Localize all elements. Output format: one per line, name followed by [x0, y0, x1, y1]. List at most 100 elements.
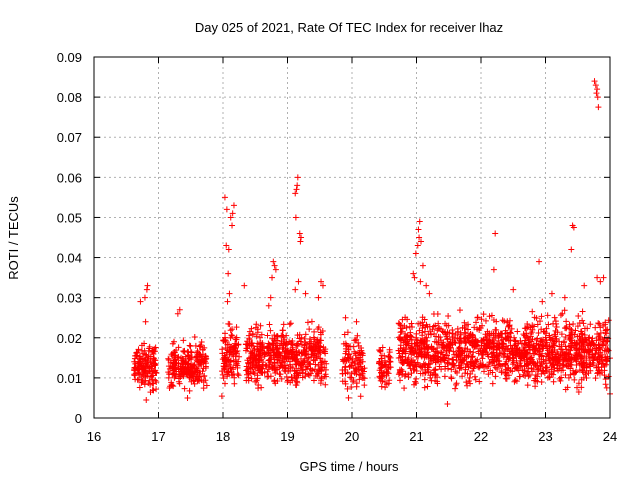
data-point-1109	[351, 369, 358, 376]
data-point-2587	[176, 306, 183, 313]
data-point-2069	[550, 341, 557, 348]
data-point-2468	[546, 334, 553, 341]
data-point-511	[257, 334, 264, 341]
data-point-2634	[426, 290, 433, 297]
data-point-2521	[462, 334, 469, 341]
data-point-1433	[473, 319, 480, 326]
data-point-2629	[416, 218, 423, 225]
data-point-2418	[433, 333, 440, 340]
data-point-1112	[348, 370, 355, 377]
data-point-1907	[459, 373, 466, 380]
data-point-2530	[565, 357, 572, 364]
data-point-595	[323, 373, 330, 380]
data-point-159	[180, 337, 187, 344]
data-point-879	[312, 343, 319, 350]
data-point-366	[196, 351, 203, 358]
data-point-348	[201, 357, 208, 364]
data-point-667	[315, 362, 322, 369]
data-point-2531	[439, 355, 446, 362]
data-point-2585	[143, 396, 150, 403]
data-point-2456	[493, 346, 500, 353]
data-point-1253	[561, 307, 568, 314]
data-point-2415	[598, 354, 605, 361]
data-point-2164	[563, 318, 570, 325]
data-point-928	[279, 346, 286, 353]
data-point-994	[243, 345, 250, 352]
data-point-2408	[449, 327, 456, 334]
data-point-2642	[568, 246, 575, 253]
data-point-2320	[515, 340, 522, 347]
data-point-1479	[472, 376, 479, 383]
data-point-2143	[543, 330, 550, 337]
data-point-2076	[402, 314, 409, 321]
data-point-1108	[346, 351, 353, 358]
data-point-2328	[599, 357, 606, 364]
data-point-2306	[552, 327, 559, 334]
data-point-2516	[475, 363, 482, 370]
data-point-2111	[583, 374, 590, 381]
data-point-2483	[562, 343, 569, 350]
x-tick-label-16: 16	[87, 429, 101, 444]
data-point-122	[140, 356, 147, 363]
data-point-1111	[357, 363, 364, 370]
data-point-983	[322, 350, 329, 357]
data-point-2569	[509, 350, 516, 357]
data-point-2345	[395, 320, 402, 327]
data-point-2349	[487, 367, 494, 374]
data-point-2562	[543, 367, 550, 374]
data-point-2557	[593, 345, 600, 352]
data-point-2640	[539, 298, 546, 305]
data-point-2499	[474, 326, 481, 333]
data-point-2568	[603, 330, 610, 337]
data-point-2450	[486, 330, 493, 337]
data-point-1481	[575, 380, 582, 387]
data-point-1093	[349, 359, 356, 366]
data-point-1779	[463, 379, 470, 386]
data-point-2558	[571, 376, 578, 383]
data-point-1315	[505, 322, 512, 329]
data-point-2645	[591, 78, 598, 85]
data-point-1058	[361, 382, 368, 389]
data-point-475	[229, 351, 236, 358]
data-point-271	[186, 355, 193, 362]
data-point-132	[136, 358, 143, 365]
data-point-344	[179, 361, 186, 368]
x-axis-label: GPS time / hours	[300, 459, 399, 474]
data-point-2234	[571, 371, 578, 378]
data-point-1736	[529, 308, 536, 315]
data-point-1592	[511, 334, 518, 341]
data-point-2619	[319, 282, 326, 289]
data-point-1116	[342, 370, 349, 377]
data-point-1101	[351, 337, 358, 344]
data-point-2329	[561, 338, 568, 345]
data-point-2453	[570, 321, 577, 328]
data-point-974	[250, 356, 257, 363]
data-point-2251	[569, 330, 576, 337]
data-point-2512	[564, 363, 571, 370]
data-point-2362	[467, 380, 474, 387]
data-point-958	[269, 340, 276, 347]
data-point-1785	[602, 381, 609, 388]
data-point-1555	[556, 375, 563, 382]
data-point-2528	[529, 326, 536, 333]
data-point-2644	[570, 224, 577, 231]
data-point-279	[191, 380, 198, 387]
data-point-833	[309, 347, 316, 354]
data-point-2527	[605, 373, 612, 380]
data-point-1335	[492, 373, 499, 380]
data-point-2626	[414, 242, 421, 249]
data-point-2523	[603, 361, 610, 368]
data-point-1739	[584, 325, 591, 332]
data-point-947	[302, 339, 309, 346]
data-point-2598	[226, 290, 233, 297]
data-point-2637	[490, 266, 497, 273]
data-point-378	[195, 363, 202, 370]
data-point-2581	[141, 294, 148, 301]
data-point-2492	[584, 349, 591, 356]
data-point-2010	[493, 318, 500, 325]
data-point-987	[243, 377, 250, 384]
data-point-131	[134, 349, 141, 356]
data-point-2127	[580, 339, 587, 346]
data-point-523	[252, 378, 259, 385]
data-point-168	[200, 385, 207, 392]
